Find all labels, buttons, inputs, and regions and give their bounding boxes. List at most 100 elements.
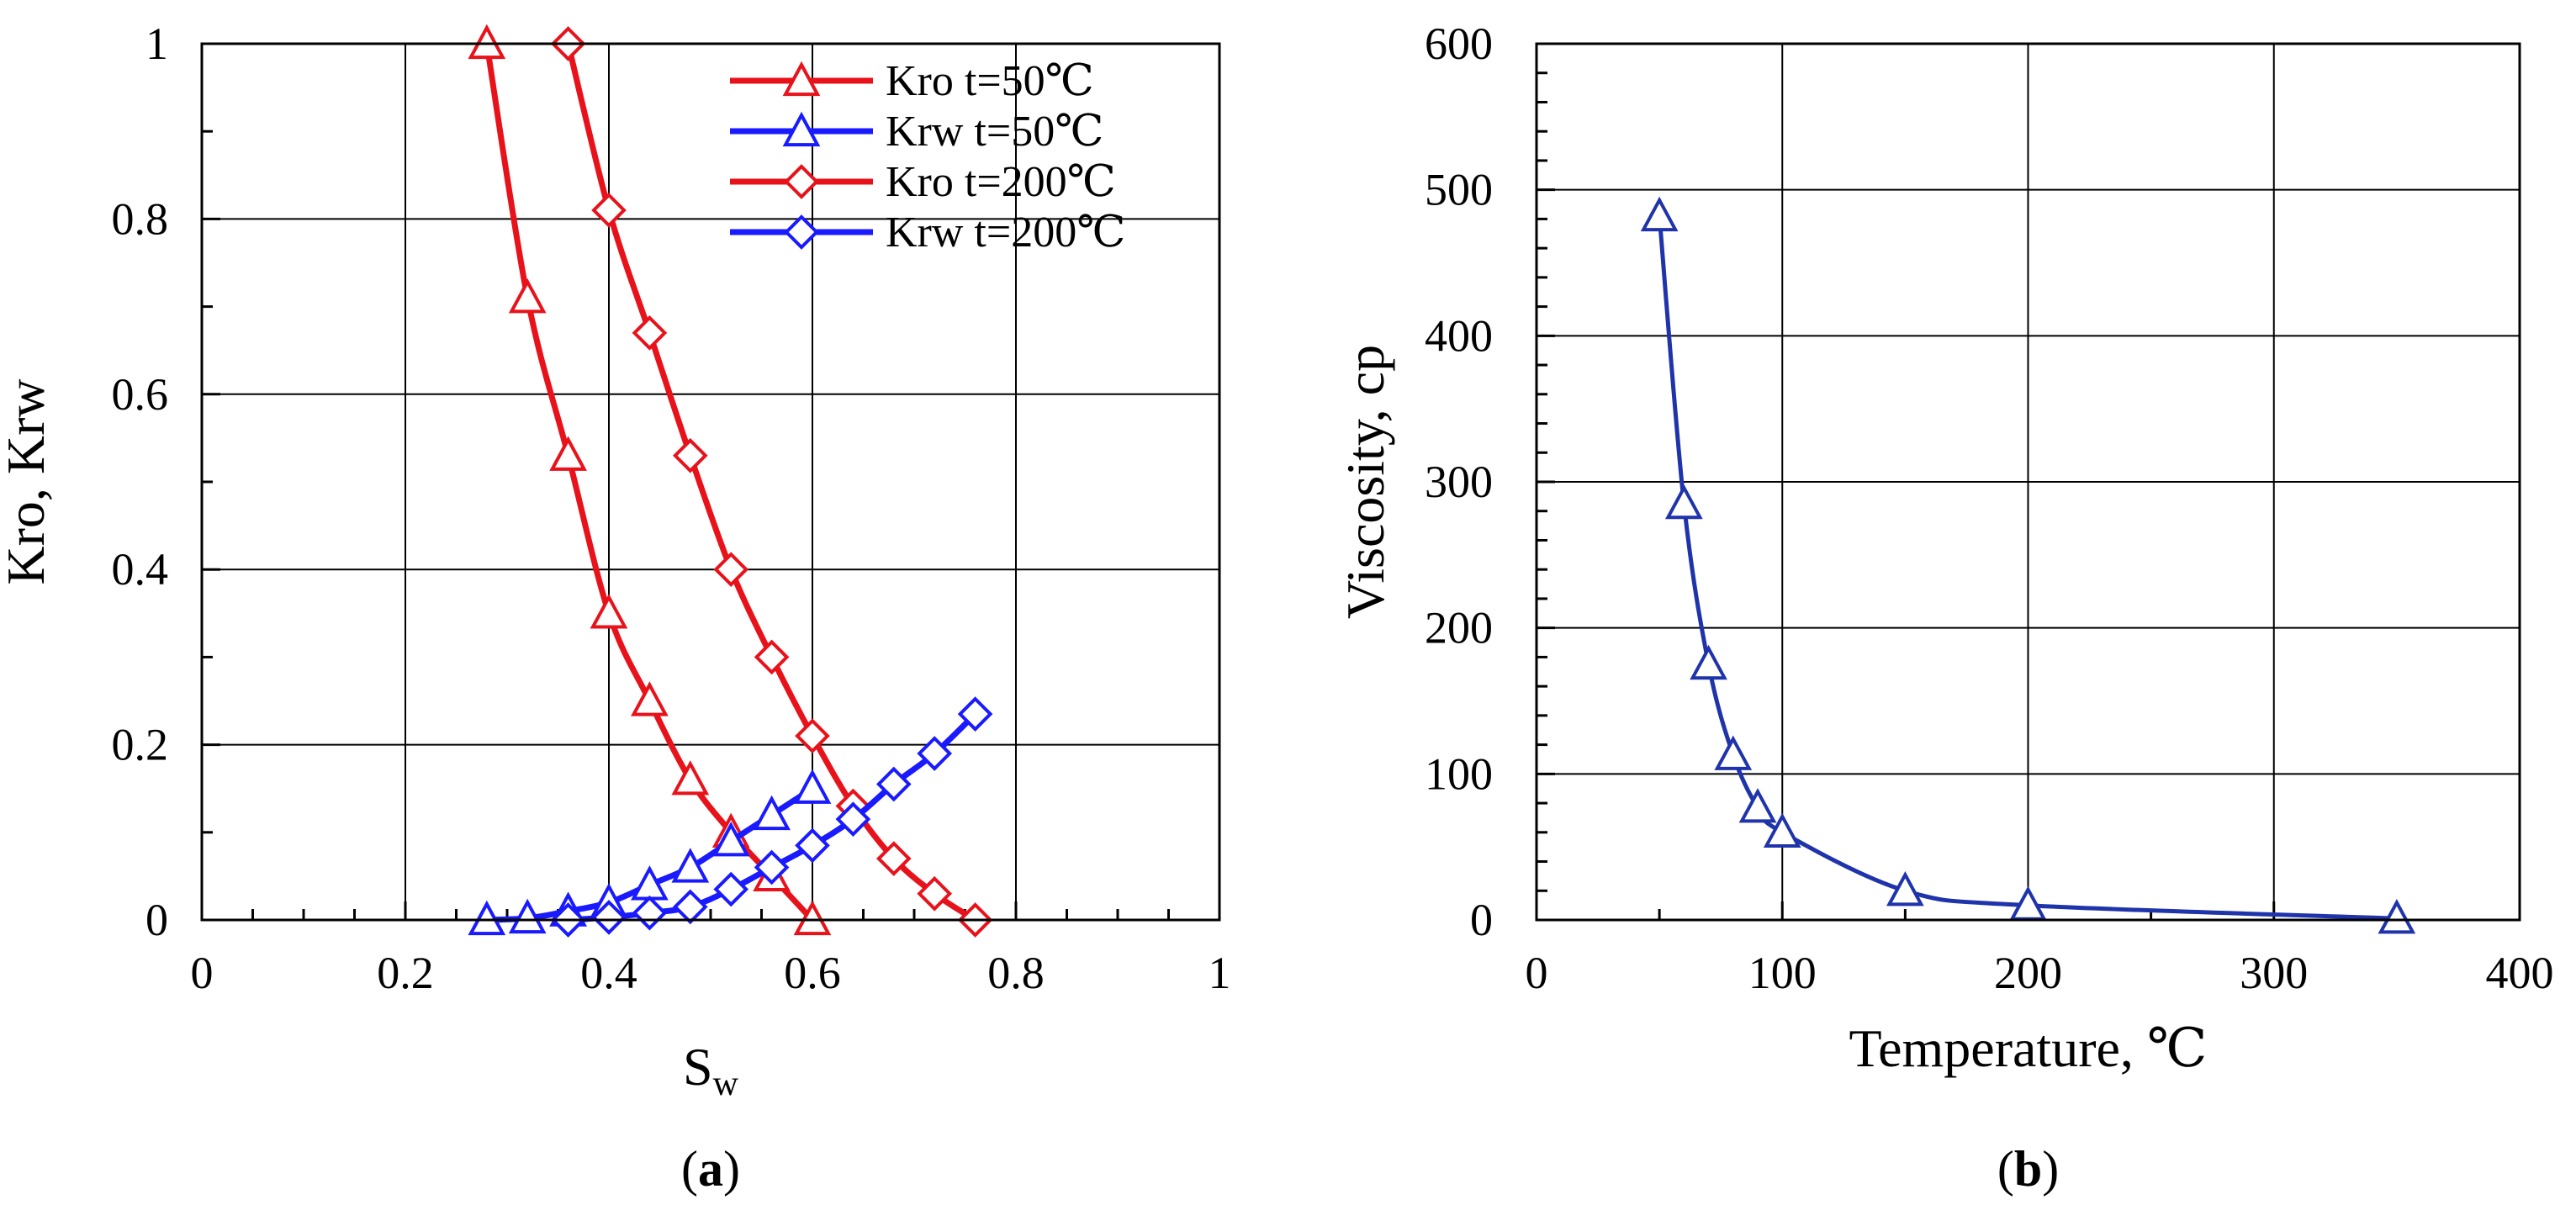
chart-b-x-tick-label: 400 — [2486, 948, 2554, 998]
chart-a-point-diamond — [754, 639, 790, 675]
chart-b-y-tick-label: 0 — [1470, 895, 1493, 945]
chart-a-y-axis-title: Kro, Krw — [0, 378, 56, 584]
chart-a-point-diamond — [784, 164, 819, 199]
chart-b-frame — [1535, 42, 2521, 922]
chart-b-x-tick-label: 100 — [1748, 948, 1817, 998]
chart-b-point-triangle — [1763, 812, 1801, 848]
chart-a-point-diamond — [835, 801, 871, 837]
panel-b-label: (b) — [1997, 1141, 2059, 1197]
chart-a-tick-labels: 0 0.2 0.4 0.6 0.8 1 0 0.2 0.4 0.6 0.8 1 — [112, 18, 1231, 998]
chart-b-y-tick-label: 400 — [1425, 310, 1493, 361]
chart-a-point-triangle — [590, 594, 628, 629]
chart-b-point-triangle — [1640, 196, 1679, 232]
chart-a-legend-label: Kro t=200℃ — [886, 158, 1116, 206]
chart-b-series — [1640, 196, 2416, 934]
chart-b-tick-labels: 0 100 200 300 400 0 100 200 300 400 500 600 — [1425, 18, 2554, 998]
chart-a-point-triangle — [711, 822, 750, 857]
chart-a-point-diamond — [784, 214, 819, 250]
panel-a-label-open: ( — [681, 1141, 698, 1197]
chart-b-point-triangle — [1690, 644, 1727, 680]
chart-a-point-diamond — [795, 827, 830, 864]
chart-b-y-tick-label: 500 — [1425, 165, 1493, 215]
chart-a-y-tick-label: 0.8 — [112, 193, 169, 244]
chart-b-y-tick-label: 200 — [1425, 603, 1493, 653]
chart-a-point-diamond — [754, 849, 790, 885]
chart-a-legend-item: Krw t=200℃ — [730, 209, 1125, 256]
chart-b-point-triangle — [1664, 484, 1703, 520]
chart-a-series-2 — [550, 26, 993, 938]
chart-b-y-tick-label: 600 — [1425, 18, 1493, 69]
chart-a-y-tick-label: 1 — [145, 18, 168, 69]
panel-a-label-close: ) — [723, 1141, 740, 1197]
chart-a-series-3 — [550, 696, 993, 938]
chart-b-point-triangle — [1886, 871, 1924, 906]
chart-a-series-line — [484, 43, 815, 922]
chart-a-point-diamond — [917, 736, 953, 771]
panel-a-label-letter: a — [698, 1141, 723, 1197]
chart-a-x-tick-label: 0 — [191, 948, 214, 998]
chart-a-legend-label: Kro t=50℃ — [886, 57, 1094, 105]
chart-b-point-triangle — [2378, 899, 2416, 934]
chart-a-point-diamond — [713, 552, 749, 588]
chart-a-point-triangle — [671, 848, 710, 883]
chart-b-series-0 — [1640, 196, 2416, 934]
chart-b-grid — [1537, 44, 2520, 920]
panel-a-label: (a) — [681, 1141, 740, 1197]
chart-a-point-triangle — [631, 681, 669, 716]
chart-a-point-diamond — [672, 889, 708, 925]
chart-a-point-triangle — [508, 898, 547, 934]
chart-a-point-diamond — [591, 900, 627, 935]
chart-b-y-tick-label: 100 — [1425, 748, 1493, 799]
chart-a-legend-item: Kro t=200℃ — [730, 158, 1116, 206]
chart-a-x-tick-label: 1 — [1209, 948, 1231, 998]
chart-a-x-tick-label: 0.2 — [377, 948, 434, 998]
chart-a-series-0 — [468, 24, 832, 936]
chart-a-point-diamond — [632, 315, 668, 351]
chart-a-grid — [202, 44, 1219, 920]
chart-a-point-triangle — [782, 111, 821, 147]
chart-a-frame — [200, 42, 1221, 922]
chart-a-legend-item: Kro t=50℃ — [730, 57, 1094, 105]
chart-a-point-diamond — [591, 193, 627, 228]
chart-a-series — [468, 24, 993, 938]
chart-a-x-tick-label: 0.8 — [987, 948, 1045, 998]
chart-a-point-diamond — [795, 718, 830, 754]
chart-a-x-axis-title: Sw — [683, 1037, 739, 1103]
chart-a-point-diamond — [672, 437, 708, 473]
chart-a-y-tick-label: 0.6 — [112, 369, 169, 420]
chart-b-x-tick-label: 200 — [1994, 948, 2062, 998]
chart-a-point-diamond — [713, 871, 749, 907]
chart-a-x-tick-label: 0.6 — [784, 948, 841, 998]
chart-a-point-triangle — [549, 436, 587, 471]
chart-a-point-diamond — [875, 766, 912, 802]
chart-b-point-triangle — [1714, 735, 1753, 770]
chart-a-y-tick-label: 0.2 — [112, 720, 169, 770]
chart-a-point-triangle — [782, 61, 821, 97]
chart-b-y-axis-title: Viscosity, cp — [1336, 345, 1395, 619]
chart-a-legend-label: Krw t=50℃ — [886, 108, 1103, 156]
chart-a-x-axis-title-main: S — [683, 1037, 713, 1097]
chart-a: 0 0.2 0.4 0.6 0.8 100.20.40.60.81 Kro t=50℃Kr… — [0, 18, 1231, 1197]
chart-a-point-diamond — [875, 841, 912, 876]
chart-a-point-triangle — [508, 278, 547, 314]
chart-a-point-triangle — [631, 865, 669, 901]
chart-b-y-tick-label: 300 — [1425, 457, 1493, 507]
chart-a-x-axis-title-subscript: w — [713, 1065, 739, 1103]
chart-a-point-diamond — [917, 875, 953, 912]
chart-a-x-tick-label: 0.4 — [580, 948, 637, 998]
chart-a-point-triangle — [793, 769, 832, 804]
chart-b-x-axis-title: Temperature, ℃ — [1849, 1018, 2207, 1078]
chart-a-point-triangle — [671, 760, 710, 796]
chart-a-legend-label: Krw t=200℃ — [886, 209, 1125, 256]
chart-a-point-diamond — [632, 895, 668, 931]
panel-b-label-letter: b — [2014, 1141, 2042, 1197]
chart-a-point-triangle — [753, 795, 791, 831]
panel-b-label-open: ( — [1997, 1141, 2014, 1197]
chart-b-point-triangle — [1738, 788, 1777, 823]
chart-a-legend-item: Krw t=50℃ — [730, 108, 1103, 156]
chart-b-x-tick-label: 0 — [1526, 948, 1548, 998]
panel-b-label-close: ) — [2042, 1141, 2059, 1197]
